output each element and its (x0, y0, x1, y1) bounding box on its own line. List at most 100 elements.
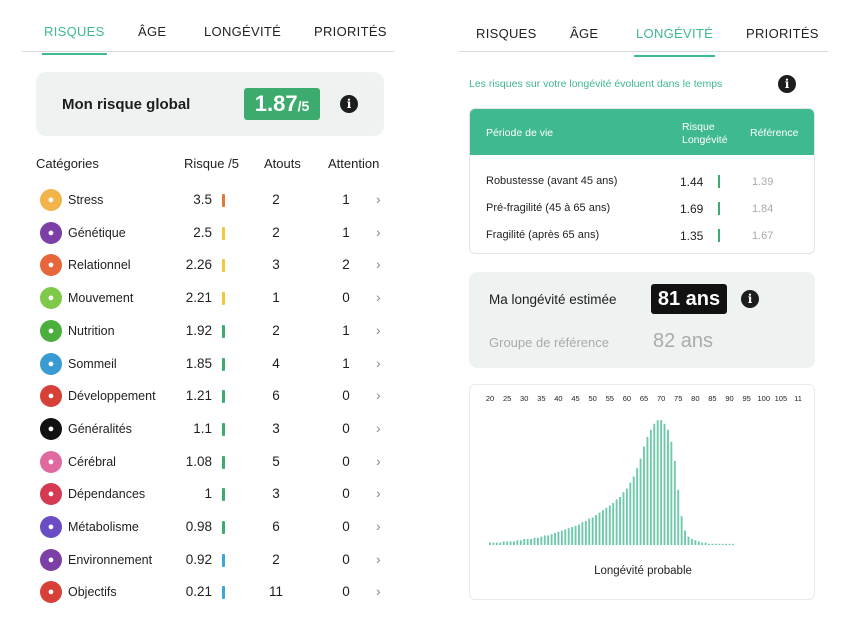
tab-age[interactable]: ÂGE (138, 24, 167, 39)
histogram-bar (714, 543, 717, 545)
tab-risques[interactable]: RISQUES (42, 24, 107, 55)
info-icon[interactable]: i (741, 290, 759, 308)
category-atouts: 3 (272, 257, 280, 273)
tab-longevite[interactable]: LONGÉVITÉ (204, 24, 282, 39)
running-icon: ● (40, 287, 62, 310)
chevron-right-icon[interactable]: › (376, 289, 381, 306)
ring-icon: ● (40, 417, 62, 440)
info-icon[interactable]: i (340, 95, 358, 113)
brain-icon: ● (40, 450, 62, 473)
histogram-bar (495, 542, 498, 545)
info-icon[interactable]: i (778, 75, 796, 93)
histogram-bar (567, 528, 570, 545)
chevron-right-icon[interactable]: › (376, 485, 381, 502)
category-attention: 0 (342, 584, 350, 600)
category-row[interactable]: ● Cérébral 1.08 5 0 › (36, 448, 388, 480)
category-row[interactable]: ● Relationnel 2.26 3 2 › (36, 251, 388, 283)
category-row[interactable]: ● Développement 1.21 6 0 › (36, 382, 388, 414)
tab-risques[interactable]: RISQUES (476, 26, 537, 41)
category-row[interactable]: ● Dépendances 1 3 0 › (36, 480, 388, 512)
heartbeat-icon: ● (40, 516, 62, 538)
histogram-tick-label: 65 (640, 394, 648, 403)
category-row[interactable]: ● Stress 3.5 2 1 › (36, 186, 388, 218)
category-row[interactable]: ● Environnement 0.92 2 0 › (36, 546, 388, 578)
chevron-right-icon[interactable]: › (376, 256, 381, 273)
tab-age[interactable]: ÂGE (570, 26, 599, 41)
category-name: Cérébral (68, 454, 116, 469)
category-risk-bar (222, 226, 225, 240)
chevron-right-icon[interactable]: › (376, 387, 381, 404)
chevron-right-icon[interactable]: › (376, 354, 381, 371)
chevron-right-icon[interactable]: › (376, 223, 381, 240)
period-row: Pré-fragilité (45 à 65 ans) 1.69 1.84 (470, 196, 814, 222)
category-row[interactable]: ● Mouvement 2.21 1 0 › (36, 284, 388, 316)
category-row[interactable]: ● Généralités 1.1 3 0 › (36, 415, 388, 447)
category-risk: 2.5 (193, 224, 212, 240)
category-row[interactable]: ● Objectifs 0.21 11 0 › (36, 578, 388, 610)
growth-icon: ● (40, 385, 62, 408)
chevron-right-icon[interactable]: › (376, 191, 381, 207)
category-atouts: 2 (272, 224, 280, 240)
no-smoking-icon: ● (40, 483, 62, 506)
histogram-bar (711, 543, 714, 545)
tab-longevite[interactable]: LONGÉVITÉ (633, 26, 716, 57)
histogram-bar (605, 507, 608, 545)
atouts-header: Atouts (264, 156, 301, 171)
period-risk-bar (718, 229, 720, 242)
category-attention: 0 (342, 388, 350, 404)
category-atouts: 4 (272, 355, 280, 371)
category-risk: 3.5 (193, 192, 212, 207)
category-attention: 1 (342, 192, 350, 207)
histogram-tick-label: 60 (623, 394, 631, 403)
category-risk-bar (222, 390, 225, 404)
category-row[interactable]: ● Métabolisme 0.98 6 0 › (36, 513, 388, 545)
histogram-bar (591, 517, 594, 545)
global-risk-suffix: /5 (297, 98, 310, 114)
histogram-bar (557, 531, 560, 545)
right-tab-bar: RISQUES ÂGE LONGÉVITÉ PRIORITÉS (458, 0, 828, 57)
histogram-bar (697, 541, 700, 545)
category-attention: 0 (342, 420, 350, 436)
category-name: Développement (68, 389, 156, 404)
category-attention: 0 (342, 519, 350, 534)
histogram-bar (550, 534, 553, 545)
reference-group-label: Groupe de référence (489, 335, 609, 350)
category-name: Généralités (68, 421, 132, 436)
chevron-right-icon[interactable]: › (376, 518, 381, 534)
histogram-bar (601, 510, 604, 545)
chevron-right-icon[interactable]: › (376, 419, 381, 436)
period-reference-value: 1.84 (752, 203, 774, 215)
chevron-right-icon[interactable]: › (376, 452, 381, 469)
histogram-bar (578, 524, 580, 545)
category-name: Sommeil (68, 356, 117, 371)
histogram-bar (489, 542, 491, 545)
estimated-longevity-badge: 81 ans (651, 284, 727, 314)
histogram-tick-label: 35 (537, 394, 545, 403)
histogram-bar (612, 503, 615, 545)
category-attention: 2 (342, 257, 350, 273)
category-name: Stress (68, 193, 104, 207)
category-name: Objectifs (68, 585, 117, 600)
category-name: Mouvement (68, 291, 134, 306)
histogram-bar (536, 537, 539, 545)
histogram-bar (732, 543, 734, 545)
histogram-bar (667, 429, 669, 545)
chevron-right-icon[interactable]: › (376, 583, 381, 600)
category-attention: 0 (342, 290, 350, 306)
histogram-bar (639, 458, 642, 545)
tab-priorites[interactable]: PRIORITÉS (314, 24, 387, 39)
period-risk-bar (718, 202, 720, 215)
histogram-bar (653, 423, 656, 545)
tab-priorites[interactable]: PRIORITÉS (746, 26, 819, 41)
risk-header-line1: Risque (682, 121, 715, 133)
histogram-tick-label: 40 (554, 394, 562, 403)
category-row[interactable]: ● Génétique 2.5 2 1 › (36, 219, 388, 251)
category-row[interactable]: ● Nutrition 1.92 2 1 › (36, 317, 388, 349)
category-row[interactable]: ● Sommeil 1.85 4 1 › (36, 350, 388, 382)
histogram-bar (492, 542, 495, 545)
histogram-bar (663, 423, 666, 545)
histogram-bar (560, 530, 563, 545)
chevron-right-icon[interactable]: › (376, 550, 381, 567)
period-risk-bar (718, 175, 720, 188)
chevron-right-icon[interactable]: › (376, 321, 381, 338)
